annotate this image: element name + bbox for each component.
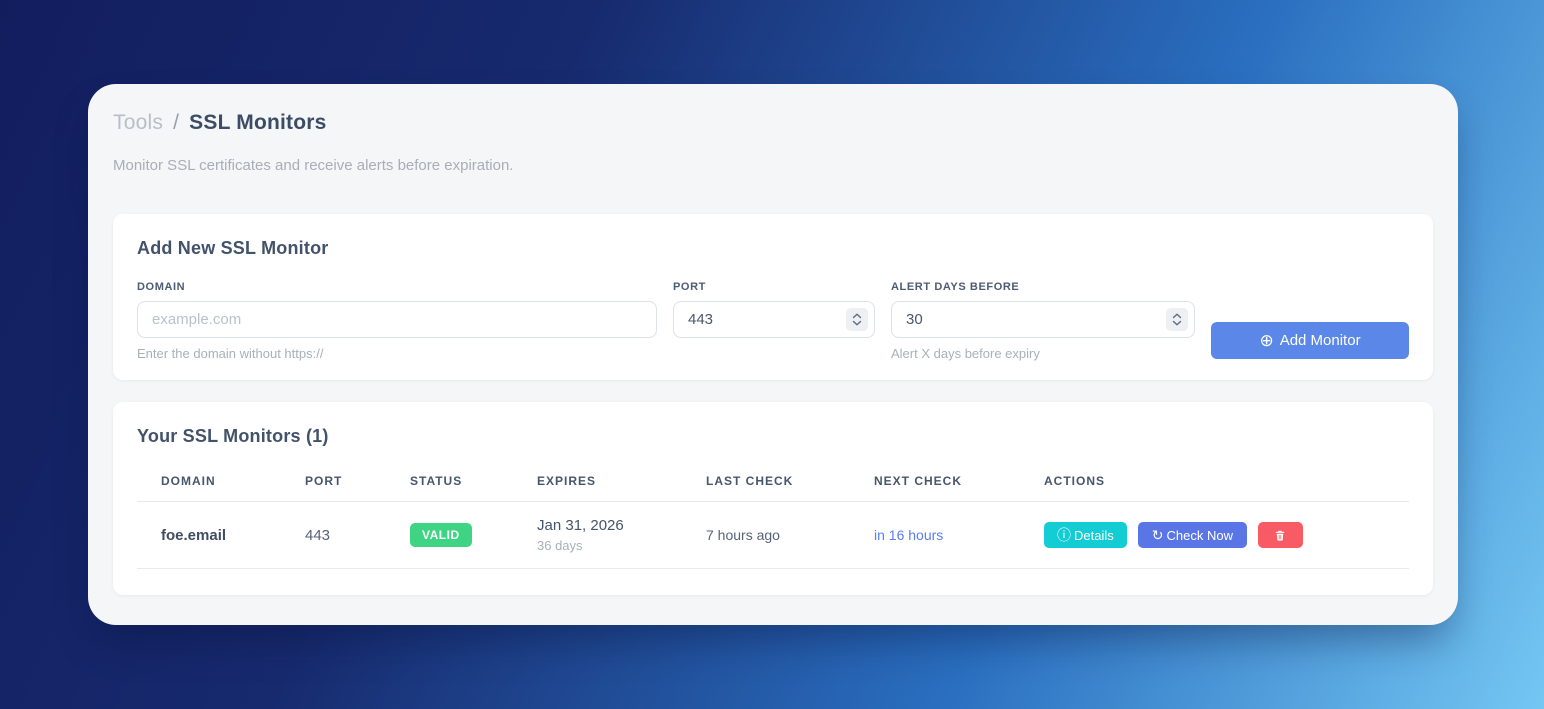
column-header-last-check: LAST CHECK — [706, 474, 794, 488]
port-input[interactable] — [673, 301, 875, 338]
monitor-expires-cell: Jan 31, 2026 36 days — [537, 517, 706, 553]
check-now-button[interactable]: ↻ Check Now — [1137, 522, 1247, 548]
port-label: PORT — [673, 281, 706, 293]
column-header-domain: DOMAIN — [161, 474, 216, 488]
column-header-next-check: NEXT CHECK — [874, 474, 963, 488]
monitor-last-check: 7 hours ago — [706, 527, 780, 543]
breadcrumb-separator: / — [173, 111, 180, 134]
breadcrumb-tools[interactable]: Tools — [113, 111, 164, 134]
expires-days-remaining: 36 days — [537, 538, 583, 553]
domain-help-text: Enter the domain without https:// — [137, 346, 324, 361]
domain-label: DOMAIN — [137, 281, 186, 293]
details-button-label: Details — [1074, 527, 1114, 543]
monitor-port: 443 — [305, 526, 331, 544]
page-subtitle: Monitor SSL certificates and receive ale… — [113, 157, 514, 174]
chevron-down-icon — [1172, 320, 1182, 326]
monitor-domain: foe.email — [161, 526, 227, 544]
monitor-actions-cell: ⓘ Details ↻ Check Now — [1044, 522, 1385, 548]
refresh-icon: ↻ — [1151, 527, 1164, 543]
alert-days-label: ALERT DAYS BEFORE — [891, 281, 1020, 293]
check-now-button-label: Check Now — [1166, 527, 1233, 543]
chevron-down-icon — [852, 320, 862, 326]
domain-input[interactable] — [137, 301, 657, 338]
circle-plus-icon: ⊕ — [1259, 331, 1274, 350]
chevron-up-icon — [1172, 313, 1182, 319]
domain-field-group: DOMAIN Enter the domain without https:// — [137, 281, 657, 361]
add-monitor-button-label: Add Monitor — [1279, 332, 1361, 349]
delete-button[interactable] — [1257, 522, 1303, 548]
info-icon: ⓘ — [1057, 527, 1071, 543]
port-field-group: PORT — [673, 281, 875, 338]
add-monitor-form: DOMAIN Enter the domain without https://… — [137, 281, 1409, 361]
monitors-table: DOMAIN PORT STATUS EXPIRES LAST CHECK NE… — [137, 474, 1409, 569]
breadcrumb: Tools / SSL Monitors — [113, 110, 1433, 136]
column-header-expires: EXPIRES — [537, 474, 597, 488]
add-monitor-title: Add New SSL Monitor — [137, 238, 329, 258]
monitors-title: Your SSL Monitors (1) — [137, 426, 329, 446]
column-header-status: STATUS — [410, 474, 463, 488]
monitor-status-cell: VALID — [410, 523, 537, 547]
alert-days-stepper[interactable] — [1166, 308, 1188, 331]
chevron-up-icon — [852, 313, 862, 319]
alert-days-help-text: Alert X days before expiry — [891, 346, 1040, 361]
table-row: foe.email 443 VALID Jan 31, 2026 36 days… — [137, 502, 1409, 569]
expires-date: Jan 31, 2026 — [537, 517, 624, 534]
monitor-next-check: in 16 hours — [874, 527, 944, 543]
trash-icon — [1276, 530, 1285, 541]
page-title: SSL Monitors — [189, 111, 327, 134]
add-monitor-card: Add New SSL Monitor DOMAIN Enter the dom… — [113, 214, 1433, 380]
port-stepper[interactable] — [846, 308, 868, 331]
column-header-port: PORT — [305, 474, 343, 488]
monitors-table-header: DOMAIN PORT STATUS EXPIRES LAST CHECK NE… — [137, 474, 1409, 502]
column-header-actions: ACTIONS — [1044, 474, 1105, 488]
add-monitor-button[interactable]: ⊕ Add Monitor — [1211, 322, 1409, 359]
alert-days-field-group: ALERT DAYS BEFORE Alert X days before ex… — [891, 281, 1195, 361]
monitors-card: Your SSL Monitors (1) DOMAIN PORT STATUS… — [113, 402, 1433, 595]
details-button[interactable]: ⓘ Details — [1044, 522, 1127, 548]
alert-days-input[interactable] — [891, 301, 1195, 338]
status-badge: VALID — [410, 523, 472, 547]
main-panel: Tools / SSL Monitors Monitor SSL certifi… — [88, 84, 1458, 625]
